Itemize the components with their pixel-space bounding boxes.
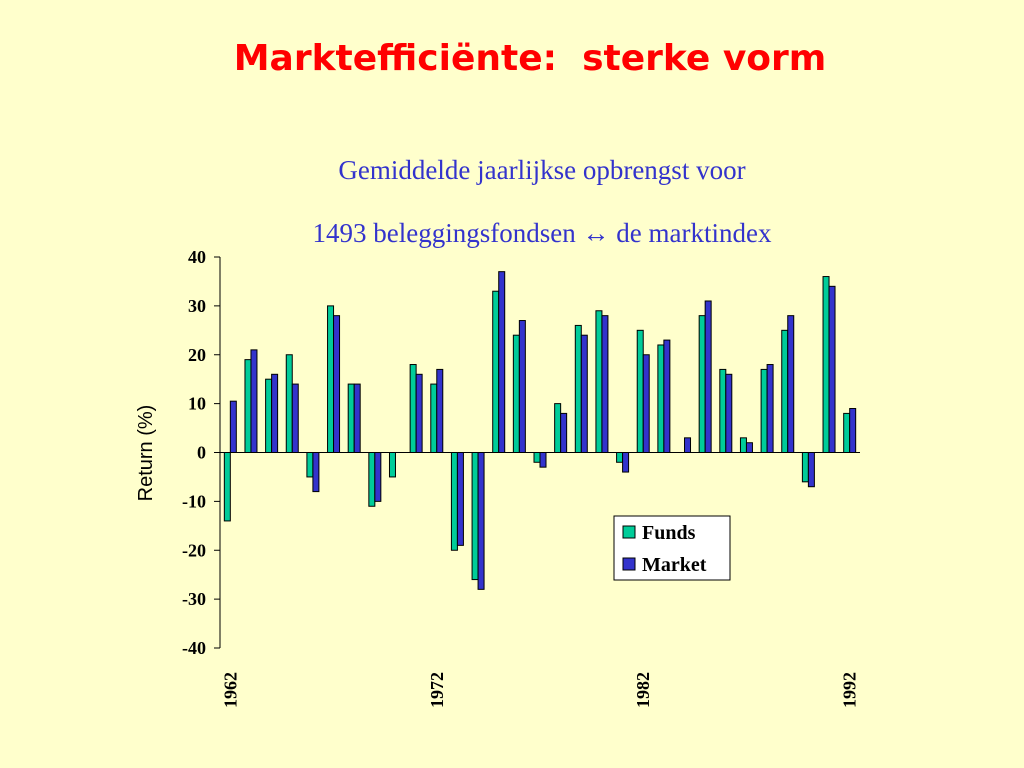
bar-market-1969 bbox=[374, 452, 382, 502]
bar-market-1974 bbox=[477, 452, 485, 590]
bar-market-1983 bbox=[663, 339, 671, 453]
y-tick-label: 30 bbox=[188, 296, 206, 316]
y-tick-label: -30 bbox=[182, 589, 206, 609]
bar-funds-1978 bbox=[554, 403, 562, 453]
bar-funds-1986 bbox=[719, 368, 727, 454]
bar-funds-1987 bbox=[739, 437, 747, 453]
bar-funds-1974 bbox=[471, 452, 479, 581]
x-tick-label: 1962 bbox=[220, 672, 240, 708]
slide-title: Marktefficiënte: sterke vorm bbox=[233, 38, 827, 79]
bar-funds-1992 bbox=[843, 412, 851, 453]
x-tick-label: 1972 bbox=[427, 672, 447, 708]
chart-subtitle-line1: Gemiddelde jaarlijkse opbrengst voor bbox=[338, 155, 746, 185]
bar-market-1963 bbox=[250, 349, 258, 453]
bar-market-1984 bbox=[684, 437, 692, 453]
bar-market-1971 bbox=[415, 373, 423, 453]
bar-funds-1990 bbox=[801, 452, 809, 483]
bar-market-1973 bbox=[456, 452, 464, 546]
bar-market-1988 bbox=[766, 364, 774, 453]
bar-market-1979 bbox=[580, 334, 588, 454]
bar-market-1982 bbox=[642, 354, 650, 453]
legend-swatch-market bbox=[622, 557, 636, 571]
y-tick-label: 0 bbox=[197, 443, 206, 463]
chart-subtitle-line2: 1493 beleggingsfondsen ↔ de marktindex bbox=[312, 218, 772, 248]
legend-label-market: Market bbox=[642, 554, 707, 576]
x-tick-label: 1982 bbox=[633, 672, 653, 708]
bar-funds-1970 bbox=[388, 452, 396, 478]
y-tick-label: 40 bbox=[188, 247, 206, 267]
bars-group bbox=[223, 271, 857, 590]
bar-market-1965 bbox=[291, 383, 299, 454]
bar-market-1964 bbox=[271, 373, 279, 453]
bar-funds-1973 bbox=[450, 452, 458, 551]
bar-funds-1981 bbox=[616, 452, 624, 463]
bar-funds-1980 bbox=[595, 310, 603, 454]
bar-market-1977 bbox=[539, 452, 547, 468]
y-ticks: 40 30 20 10 0 -10 -20 -30 -40 bbox=[182, 247, 220, 658]
y-axis-title: Return (%) bbox=[135, 405, 157, 502]
bar-market-1986 bbox=[725, 373, 733, 453]
y-tick-label: -20 bbox=[182, 540, 206, 560]
bar-market-1976 bbox=[518, 320, 526, 453]
bar-market-1968 bbox=[353, 383, 361, 454]
bar-market-1967 bbox=[333, 315, 341, 453]
bar-funds-1962 bbox=[223, 452, 231, 522]
bar-funds-1965 bbox=[285, 354, 293, 453]
bar-funds-1991 bbox=[822, 276, 830, 453]
bar-market-1987 bbox=[745, 442, 753, 454]
bar-market-1978 bbox=[560, 412, 568, 453]
x-tick-label: 1992 bbox=[840, 672, 860, 708]
bar-market-1975 bbox=[498, 271, 506, 453]
bar-funds-1982 bbox=[636, 329, 644, 453]
y-tick-label: -40 bbox=[182, 638, 206, 658]
bar-funds-1989 bbox=[781, 329, 789, 453]
legend-swatch-funds bbox=[622, 525, 636, 539]
x-ticks: 1962 1972 1982 1992 bbox=[220, 672, 859, 708]
bar-funds-1967 bbox=[327, 305, 335, 453]
bar-funds-1964 bbox=[265, 378, 273, 453]
bar-market-1990 bbox=[807, 452, 815, 488]
bar-funds-1988 bbox=[760, 368, 768, 454]
legend-label-funds: Funds bbox=[642, 522, 696, 544]
y-tick-label: 20 bbox=[188, 345, 206, 365]
bar-funds-1976 bbox=[512, 334, 520, 454]
y-tick-label: 10 bbox=[188, 394, 206, 414]
bar-market-1991 bbox=[828, 285, 836, 454]
bar-market-1985 bbox=[704, 300, 712, 453]
bar-market-1962 bbox=[229, 400, 237, 453]
bar-market-1966 bbox=[312, 452, 320, 493]
bar-funds-1966 bbox=[306, 452, 314, 478]
bar-funds-1975 bbox=[492, 290, 500, 453]
bar-funds-1969 bbox=[368, 452, 376, 507]
bar-market-1972 bbox=[436, 368, 444, 454]
bar-funds-1983 bbox=[657, 344, 665, 454]
bar-market-1981 bbox=[622, 452, 630, 473]
legend: Funds Market bbox=[613, 515, 731, 581]
bar-funds-1979 bbox=[574, 324, 582, 453]
bar-funds-1972 bbox=[430, 383, 438, 454]
bar-market-1989 bbox=[787, 315, 795, 453]
y-tick-label: -10 bbox=[182, 491, 206, 511]
bar-funds-1985 bbox=[698, 315, 706, 453]
bar-funds-1977 bbox=[533, 452, 541, 463]
bar-funds-1971 bbox=[409, 364, 417, 453]
bar-market-1980 bbox=[601, 315, 609, 453]
bar-funds-1963 bbox=[244, 359, 252, 454]
bar-market-1992 bbox=[849, 408, 857, 454]
bar-funds-1968 bbox=[347, 383, 355, 454]
